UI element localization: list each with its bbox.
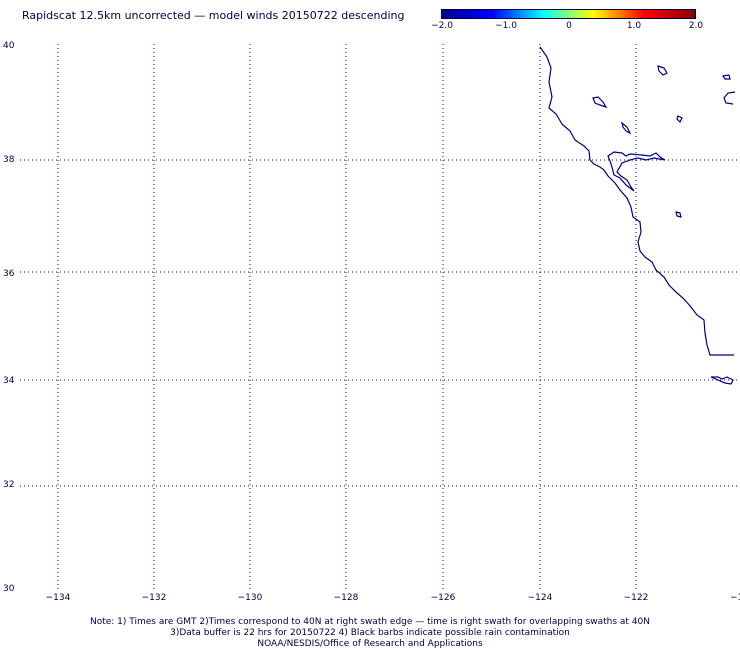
inland-lake-4: [675, 211, 682, 218]
lat-lon-grid: [20, 44, 738, 590]
lon-label-120: −120: [730, 593, 740, 603]
colorbar-tick-4: 1.0: [626, 21, 642, 31]
lake-tahoe-outline: [723, 91, 736, 105]
map-panel: 40 38 36 34 32 30 −134 −132 −130 −128 −1…: [3, 41, 740, 603]
note-line-3: NOAA/NESDIS/Office of Research and Appli…: [257, 639, 483, 649]
inland-lake-2: [657, 65, 668, 76]
wind-colorbar: [441, 9, 696, 19]
note-line-2: 3)Data buffer is 22 hrs for 20150722 4) …: [170, 628, 570, 638]
lon-label-132: −132: [142, 593, 167, 603]
colorbar-tick-5: 2.0: [688, 21, 704, 31]
lon-labels: −134 −132 −130 −128 −126 −124 −122 −120: [46, 593, 740, 603]
coastline: [539, 46, 736, 385]
lat-label-30: 30: [3, 584, 15, 594]
lat-label-36: 36: [3, 269, 15, 279]
clear-lake: [592, 96, 608, 109]
inland-lake-1: [620, 121, 632, 135]
lon-label-128: −128: [334, 593, 359, 603]
lon-label-134: −134: [46, 593, 71, 603]
colorbar-tick-2: −1.0: [495, 21, 517, 31]
colorbar-tick-3: 0: [566, 21, 572, 31]
note-line-1: Note: 1) Times are GMT 2)Times correspon…: [89, 617, 651, 627]
lon-label-130: −130: [238, 593, 263, 603]
inland-lake-5: [721, 74, 731, 80]
lon-label-126: −126: [431, 593, 456, 603]
california-coast: [539, 46, 734, 356]
lat-label-38: 38: [3, 155, 15, 165]
bay-shoreline: [607, 151, 666, 192]
channel-island: [710, 376, 734, 385]
lon-label-124: −124: [528, 593, 553, 603]
map-title: Rapidscat 12.5km uncorrected — model win…: [22, 9, 405, 22]
lat-label-40: 40: [3, 41, 15, 51]
lat-labels: 40 38 36 34 32 30: [3, 41, 15, 594]
lat-label-32: 32: [3, 480, 14, 490]
lon-label-122: −122: [624, 593, 649, 603]
colorbar-tick-1: −2.0: [431, 21, 453, 31]
inland-lake-3: [676, 115, 683, 124]
lat-label-34: 34: [3, 376, 15, 386]
